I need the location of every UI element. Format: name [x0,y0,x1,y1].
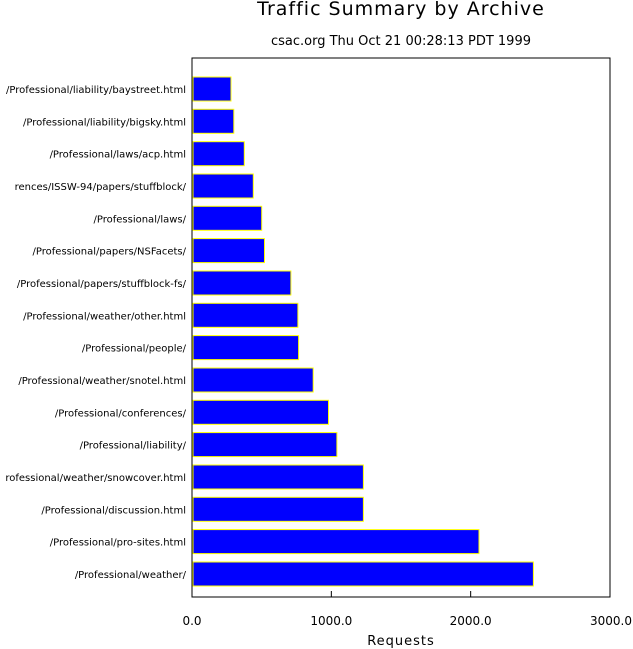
bar [192,399,329,425]
category-label: /Professional/liability/bigsky.html [23,117,186,128]
category-label: /Professional/laws/acp.html [50,150,186,161]
plot-frame [191,57,611,598]
bar [192,108,235,134]
bar [192,238,265,264]
x-tick-label: 2000.0 [450,614,492,628]
bar [192,529,480,555]
x-tick-label: 1000.0 [310,614,352,628]
category-label: /Professional/papers/stuffblock-fs/ [17,279,187,290]
bar [192,561,534,587]
bar [192,367,314,393]
bar [192,173,254,199]
category-label: /Professional/pro-sites.html [50,538,186,549]
bars-group [192,76,534,587]
x-tick-label: 3000.0 [590,614,632,628]
bar [192,496,364,522]
category-label: /Professional/laws/ [94,214,187,225]
bar [192,76,232,102]
category-label: /Professional/papers/NSFacets/ [33,247,187,258]
bar [192,335,300,361]
category-label: /Professional/weather/ [75,570,187,581]
chart-subtitle: csac.org Thu Oct 21 00:28:13 PDT 1999 [271,34,531,49]
category-label: rences/ISSW-94/papers/stuffblock/ [15,182,187,193]
category-label: /Professional/weather/snotel.html [18,376,186,387]
x-tick-label: 0.0 [182,614,201,628]
bar [192,205,263,231]
category-label: /Professional/liability/ [80,441,187,452]
category-label: rofessional/weather/snowcover.html [5,473,186,484]
category-label: /Professional/weather/other.html [23,311,186,322]
category-labels-group: /Professional/liability/baystreet.html/P… [5,85,186,581]
category-label: /Professional/liability/baystreet.html [6,85,186,96]
category-label: /Professional/conferences/ [55,408,187,419]
bar [192,432,338,458]
category-label: /Professional/discussion.html [41,505,186,516]
chart-title: Traffic Summary by Archive [256,0,545,20]
x-ticks-group: 0.0 1000.0 2000.0 3000.0 [182,591,632,628]
bar [192,270,292,296]
x-axis-label: Requests [367,634,435,649]
bar [192,141,245,167]
category-label: /Professional/people/ [82,344,187,355]
bar [192,302,299,328]
bar [192,464,364,490]
